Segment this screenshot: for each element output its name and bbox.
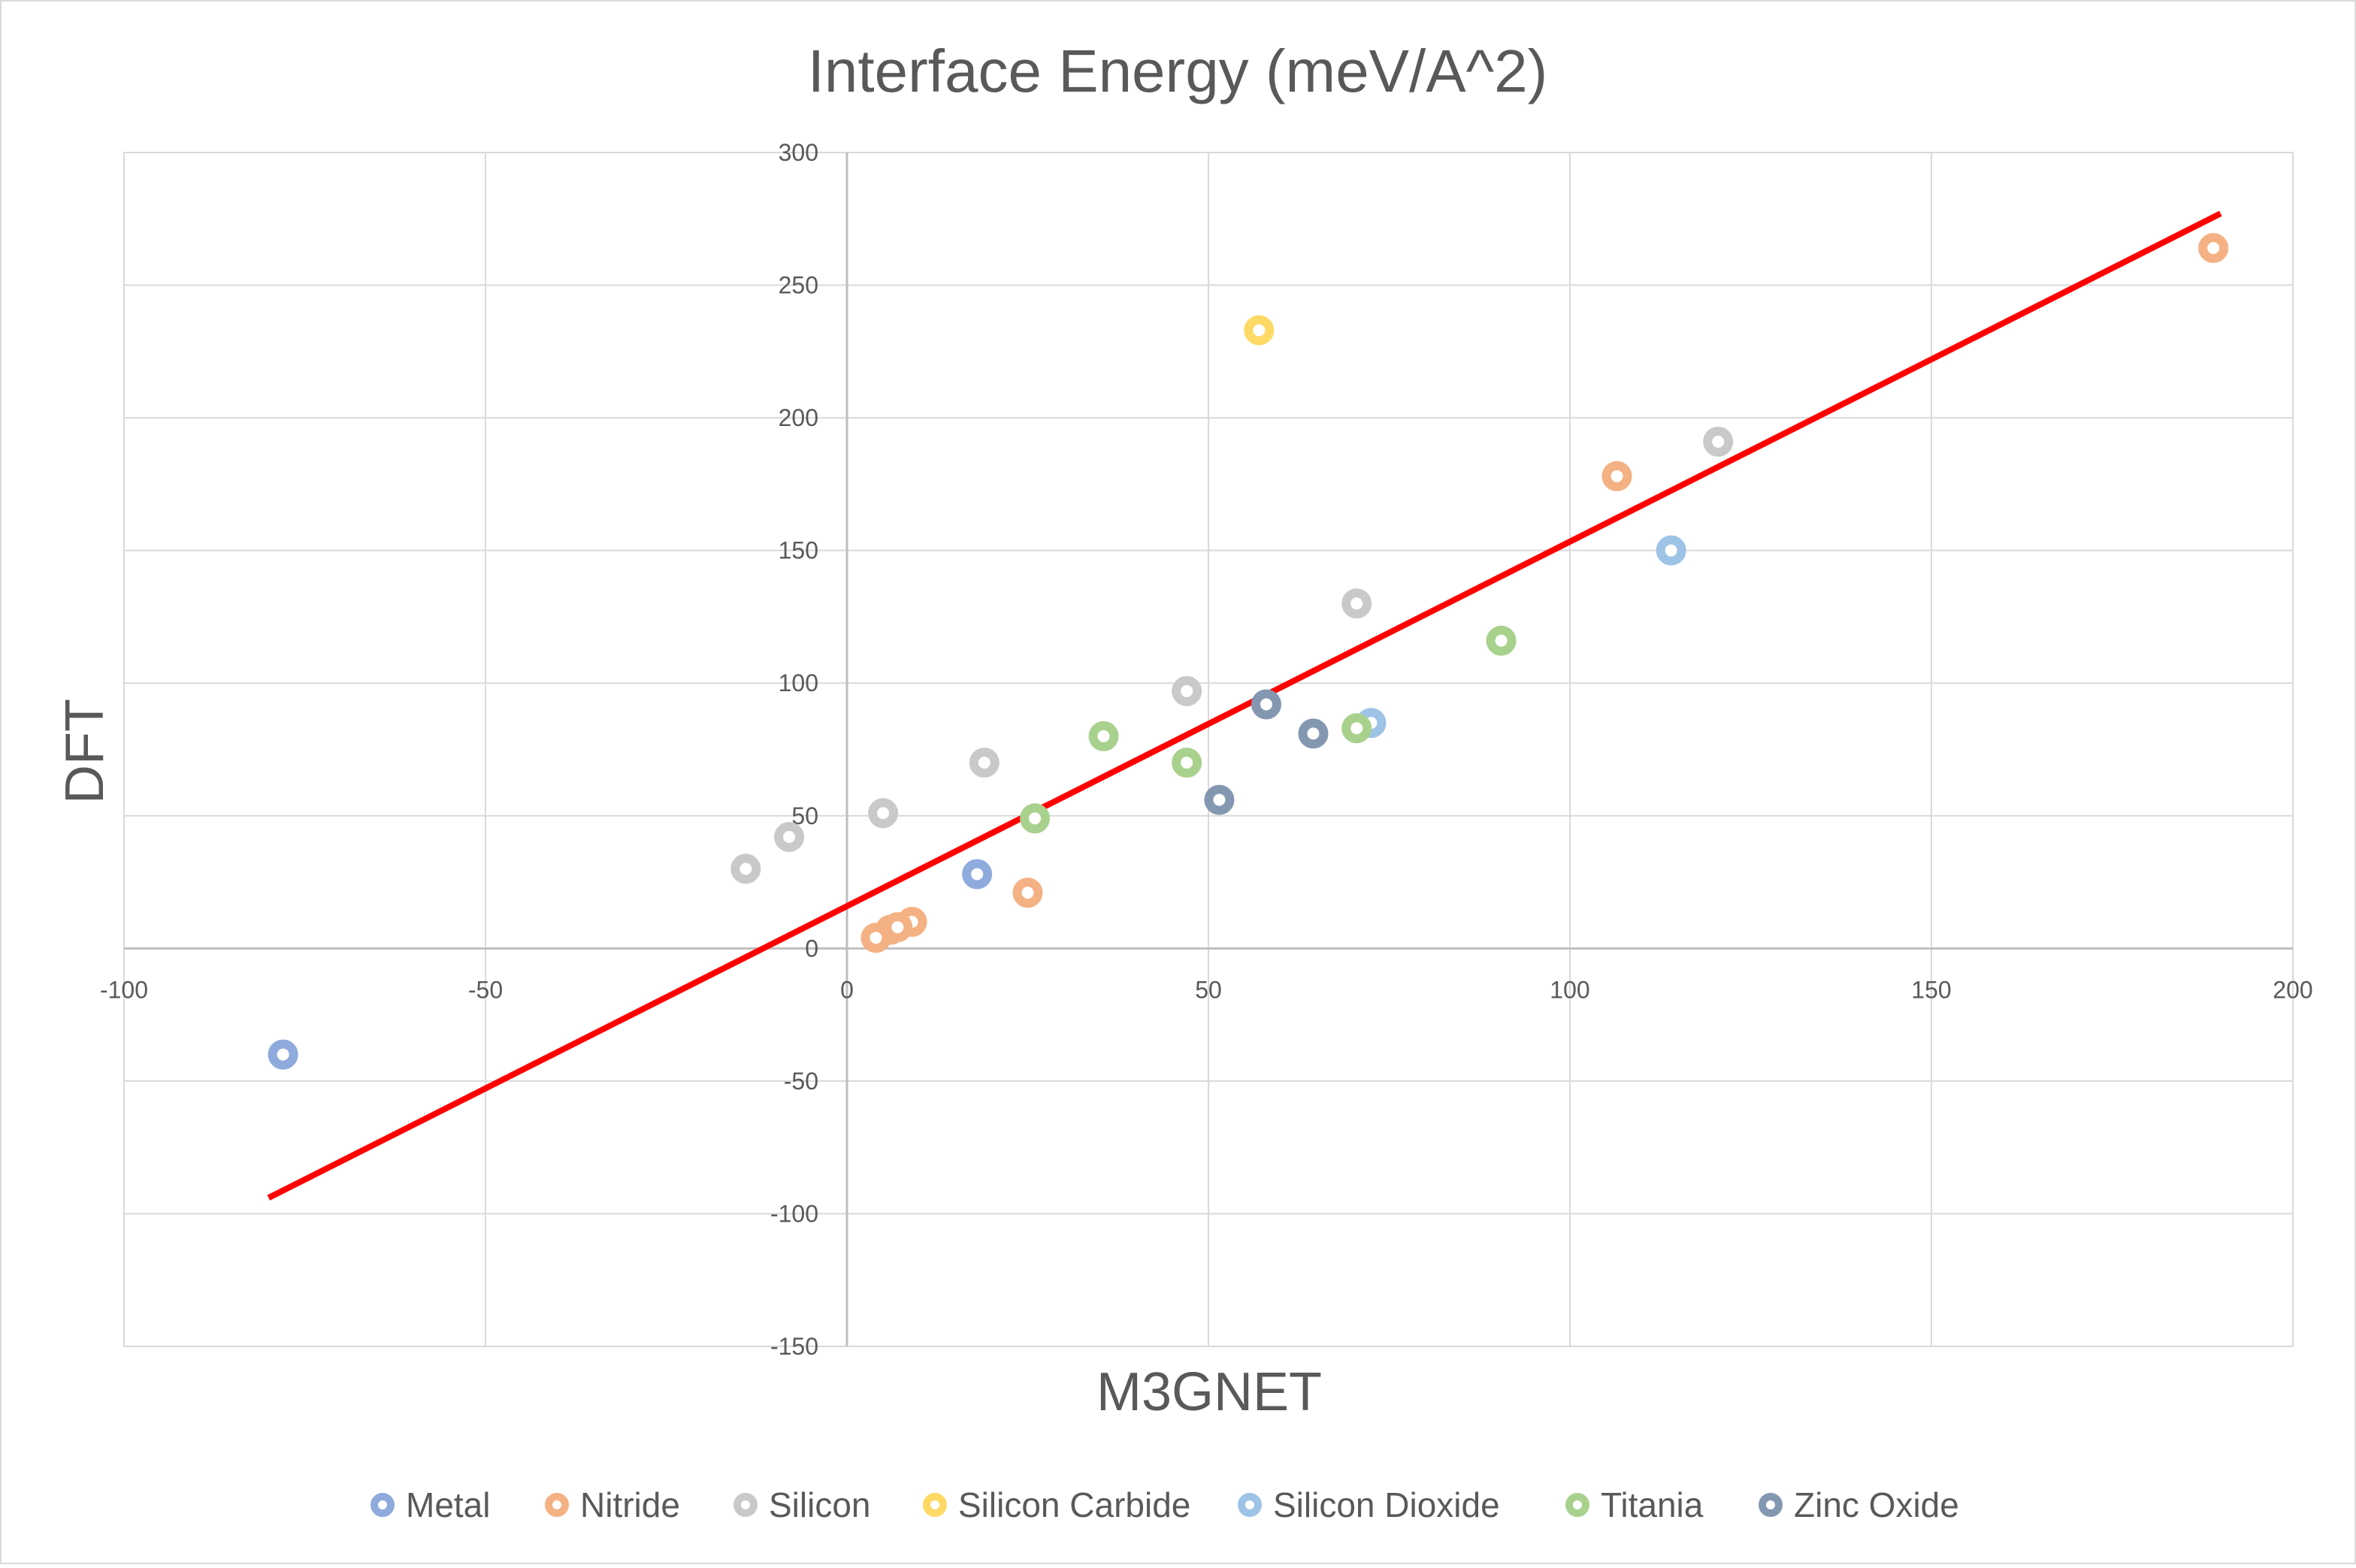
data-point-silicon [730,853,761,884]
y-tick-label: 150 [779,537,818,564]
trendline [267,210,2222,1201]
legend-label: Silicon Carbide [958,1485,1190,1524]
legend-label: Metal [406,1485,490,1524]
x-tick-label: 200 [2273,976,2312,1003]
data-point-titania [1020,803,1051,834]
legend-marker [923,1493,947,1517]
y-tick-label: -100 [770,1200,818,1227]
trendline-layer [267,210,2222,1201]
legend-label: Zinc Oxide [1794,1485,1959,1524]
y-tick-label: 200 [779,404,818,431]
x-tick-label: 50 [1195,976,1222,1003]
gridlines [123,152,2294,1347]
data-point-silicon [1703,426,1734,457]
y-tick-label: 300 [779,139,818,166]
legend-item-silicon: Silicon [733,1485,871,1524]
data-point-nitride [2198,233,2229,264]
legend-marker [1565,1493,1589,1517]
data-point-silicon [774,822,805,853]
data-point-titania [1088,721,1119,751]
legend-marker [370,1493,395,1517]
axes [124,153,2293,1346]
data-point-silicon-dioxide [1656,535,1686,566]
legend-item-titania: Titania [1565,1485,1704,1524]
data-point-silicon-carbide [1244,315,1275,346]
legend-marker [1238,1493,1262,1517]
legend-label: Silicon [769,1485,871,1524]
x-tick-label: -50 [468,976,503,1003]
x-axis-title: M3GNET [1096,1362,1322,1422]
data-point-silicon [969,748,1000,778]
data-points [268,233,2229,1070]
tick-labels: -100 -50 0 50 100 150 200300250200150100500-50… [100,139,2313,1360]
data-point-nitride [882,912,913,943]
data-point-silicon [1341,588,1372,619]
legend-marker [545,1493,569,1517]
legend-item-silicon-dioxide: Silicon Dioxide [1238,1485,1500,1524]
data-point-titania [1172,748,1202,778]
legend-item-zinc-oxide: Zinc Oxide [1759,1485,1959,1524]
legend-label: Nitride [580,1485,680,1524]
legend-marker [733,1493,758,1517]
data-point-silicon [868,798,899,829]
y-tick-label: 0 [805,935,818,962]
x-tick-label: -100 [100,976,148,1003]
y-axis-title: DFT [55,699,115,804]
data-point-metal [962,859,993,890]
data-point-titania [1341,713,1372,744]
y-tick-label: 100 [779,669,818,696]
y-tick-label: -50 [784,1068,818,1095]
data-point-nitride [1012,878,1043,908]
data-point-zinc-oxide [1251,689,1281,720]
y-tick-label: -150 [770,1333,818,1360]
chart-title: Interface Energy (meV/A^2) [808,38,1548,104]
x-tick-label: 0 [840,976,854,1003]
x-tick-label: 150 [1911,976,1951,1003]
data-point-nitride [1601,461,1632,491]
legend-item-nitride: Nitride [545,1485,680,1524]
data-point-zinc-oxide [1204,784,1235,815]
legend-marker [1759,1493,1783,1517]
data-point-titania [1486,625,1517,656]
legend-label: Silicon Dioxide [1273,1485,1500,1524]
y-tick-label: 250 [779,272,818,299]
data-point-zinc-oxide [1298,718,1329,749]
x-tick-label: 100 [1550,976,1589,1003]
data-point-metal [268,1039,298,1070]
data-point-silicon [1172,675,1202,706]
legend: Metal Nitride Silicon Silicon Carbide Silico… [370,1485,1959,1524]
legend-item-metal: Metal [370,1485,490,1524]
legend-item-silicon-carbide: Silicon Carbide [923,1485,1190,1524]
legend-label: Titania [1601,1485,1704,1524]
data-point-nitride [860,923,891,953]
